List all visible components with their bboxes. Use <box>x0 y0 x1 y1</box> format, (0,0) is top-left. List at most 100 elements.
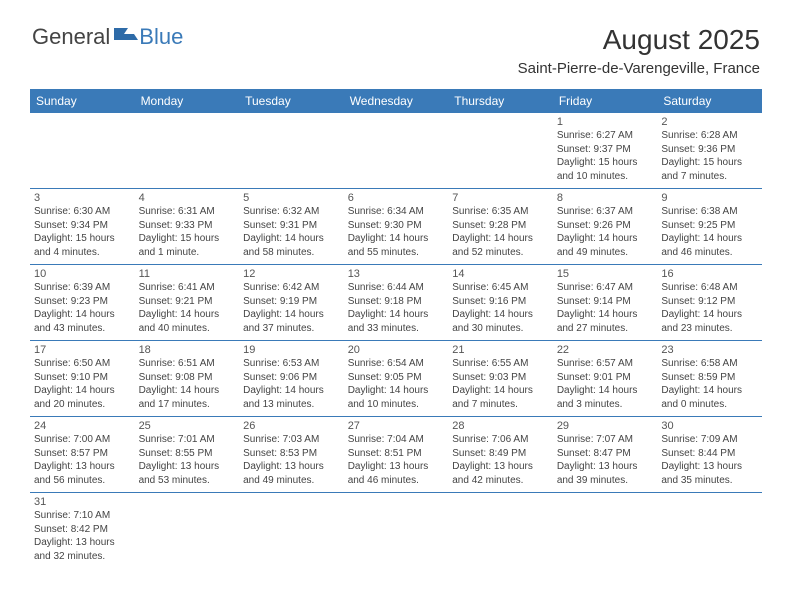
daylight-text: and 52 minutes. <box>452 246 549 260</box>
sunrise-text: Sunrise: 6:58 AM <box>661 357 758 371</box>
day-number: 20 <box>348 344 445 356</box>
sunset-text: Sunset: 9:33 PM <box>139 219 236 233</box>
sunrise-text: Sunrise: 6:44 AM <box>348 281 445 295</box>
sunrise-text: Sunrise: 7:09 AM <box>661 433 758 447</box>
daylight-text: Daylight: 14 hours <box>661 308 758 322</box>
day-number: 22 <box>557 344 654 356</box>
sunset-text: Sunset: 9:28 PM <box>452 219 549 233</box>
day-number: 12 <box>243 268 340 280</box>
daylight-text: Daylight: 15 hours <box>557 156 654 170</box>
sunrise-text: Sunrise: 6:32 AM <box>243 205 340 219</box>
daylight-text: and 13 minutes. <box>243 398 340 412</box>
day-number: 18 <box>139 344 236 356</box>
sunrise-text: Sunrise: 6:39 AM <box>34 281 131 295</box>
calendar-cell: 27Sunrise: 7:04 AMSunset: 8:51 PMDayligh… <box>344 417 449 493</box>
daylight-text: and 33 minutes. <box>348 322 445 336</box>
daylight-text: Daylight: 14 hours <box>243 308 340 322</box>
day-number: 11 <box>139 268 236 280</box>
daylight-text: Daylight: 14 hours <box>661 232 758 246</box>
sunset-text: Sunset: 9:30 PM <box>348 219 445 233</box>
sunrise-text: Sunrise: 7:06 AM <box>452 433 549 447</box>
daylight-text: Daylight: 14 hours <box>139 308 236 322</box>
daylight-text: and 7 minutes. <box>452 398 549 412</box>
daylight-text: Daylight: 14 hours <box>557 232 654 246</box>
calendar-cell-empty <box>135 493 240 569</box>
calendar-cell-empty <box>553 493 658 569</box>
calendar-cell-empty <box>30 113 135 189</box>
sunrise-text: Sunrise: 7:00 AM <box>34 433 131 447</box>
calendar-row: 1Sunrise: 6:27 AMSunset: 9:37 PMDaylight… <box>30 113 762 189</box>
day-number: 24 <box>34 420 131 432</box>
daylight-text: and 3 minutes. <box>557 398 654 412</box>
logo-text-2: Blue <box>139 24 183 50</box>
daylight-text: and 39 minutes. <box>557 474 654 488</box>
day-number: 14 <box>452 268 549 280</box>
daylight-text: Daylight: 14 hours <box>34 384 131 398</box>
calendar-cell: 1Sunrise: 6:27 AMSunset: 9:37 PMDaylight… <box>553 113 658 189</box>
calendar-cell: 20Sunrise: 6:54 AMSunset: 9:05 PMDayligh… <box>344 341 449 417</box>
daylight-text: and 23 minutes. <box>661 322 758 336</box>
day-number: 4 <box>139 192 236 204</box>
daylight-text: and 1 minute. <box>139 246 236 260</box>
sunset-text: Sunset: 9:36 PM <box>661 143 758 157</box>
calendar-cell-empty <box>448 493 553 569</box>
calendar-cell: 8Sunrise: 6:37 AMSunset: 9:26 PMDaylight… <box>553 189 658 265</box>
page-title: August 2025 <box>518 24 760 56</box>
calendar-cell-empty <box>239 113 344 189</box>
sunset-text: Sunset: 8:57 PM <box>34 447 131 461</box>
sunrise-text: Sunrise: 6:57 AM <box>557 357 654 371</box>
sunrise-text: Sunrise: 6:35 AM <box>452 205 549 219</box>
sunrise-text: Sunrise: 6:51 AM <box>139 357 236 371</box>
calendar-cell-empty <box>135 113 240 189</box>
day-number: 2 <box>661 116 758 128</box>
weekday-header: Wednesday <box>344 89 449 113</box>
daylight-text: and 7 minutes. <box>661 170 758 184</box>
day-number: 10 <box>34 268 131 280</box>
daylight-text: Daylight: 13 hours <box>34 536 131 550</box>
calendar-cell-empty <box>448 113 553 189</box>
calendar-cell-empty <box>344 493 449 569</box>
calendar-table: SundayMondayTuesdayWednesdayThursdayFrid… <box>30 89 762 568</box>
sunset-text: Sunset: 9:34 PM <box>34 219 131 233</box>
calendar-cell: 10Sunrise: 6:39 AMSunset: 9:23 PMDayligh… <box>30 265 135 341</box>
calendar-cell: 3Sunrise: 6:30 AMSunset: 9:34 PMDaylight… <box>30 189 135 265</box>
day-number: 31 <box>34 496 131 508</box>
sunrise-text: Sunrise: 6:53 AM <box>243 357 340 371</box>
calendar-cell: 7Sunrise: 6:35 AMSunset: 9:28 PMDaylight… <box>448 189 553 265</box>
daylight-text: Daylight: 14 hours <box>348 232 445 246</box>
day-number: 13 <box>348 268 445 280</box>
sunrise-text: Sunrise: 6:54 AM <box>348 357 445 371</box>
daylight-text: and 46 minutes. <box>661 246 758 260</box>
day-number: 7 <box>452 192 549 204</box>
weekday-header-row: SundayMondayTuesdayWednesdayThursdayFrid… <box>30 89 762 113</box>
daylight-text: Daylight: 13 hours <box>243 460 340 474</box>
sunrise-text: Sunrise: 6:50 AM <box>34 357 131 371</box>
sunset-text: Sunset: 8:42 PM <box>34 523 131 537</box>
day-number: 21 <box>452 344 549 356</box>
sunrise-text: Sunrise: 7:04 AM <box>348 433 445 447</box>
daylight-text: Daylight: 14 hours <box>348 384 445 398</box>
daylight-text: and 17 minutes. <box>139 398 236 412</box>
day-number: 28 <box>452 420 549 432</box>
calendar-cell: 18Sunrise: 6:51 AMSunset: 9:08 PMDayligh… <box>135 341 240 417</box>
sunset-text: Sunset: 9:21 PM <box>139 295 236 309</box>
sunrise-text: Sunrise: 6:37 AM <box>557 205 654 219</box>
calendar-cell: 12Sunrise: 6:42 AMSunset: 9:19 PMDayligh… <box>239 265 344 341</box>
daylight-text: Daylight: 14 hours <box>139 384 236 398</box>
daylight-text: Daylight: 13 hours <box>34 460 131 474</box>
weekday-header: Saturday <box>657 89 762 113</box>
daylight-text: Daylight: 15 hours <box>139 232 236 246</box>
daylight-text: and 49 minutes. <box>243 474 340 488</box>
weekday-header: Friday <box>553 89 658 113</box>
header: General Blue August 2025 Saint-Pierre-de… <box>0 0 792 83</box>
daylight-text: and 40 minutes. <box>139 322 236 336</box>
day-number: 8 <box>557 192 654 204</box>
daylight-text: Daylight: 13 hours <box>452 460 549 474</box>
daylight-text: and 53 minutes. <box>139 474 236 488</box>
sunset-text: Sunset: 8:51 PM <box>348 447 445 461</box>
sunrise-text: Sunrise: 6:27 AM <box>557 129 654 143</box>
calendar-cell: 25Sunrise: 7:01 AMSunset: 8:55 PMDayligh… <box>135 417 240 493</box>
day-number: 3 <box>34 192 131 204</box>
sunrise-text: Sunrise: 6:42 AM <box>243 281 340 295</box>
calendar-cell-empty <box>239 493 344 569</box>
